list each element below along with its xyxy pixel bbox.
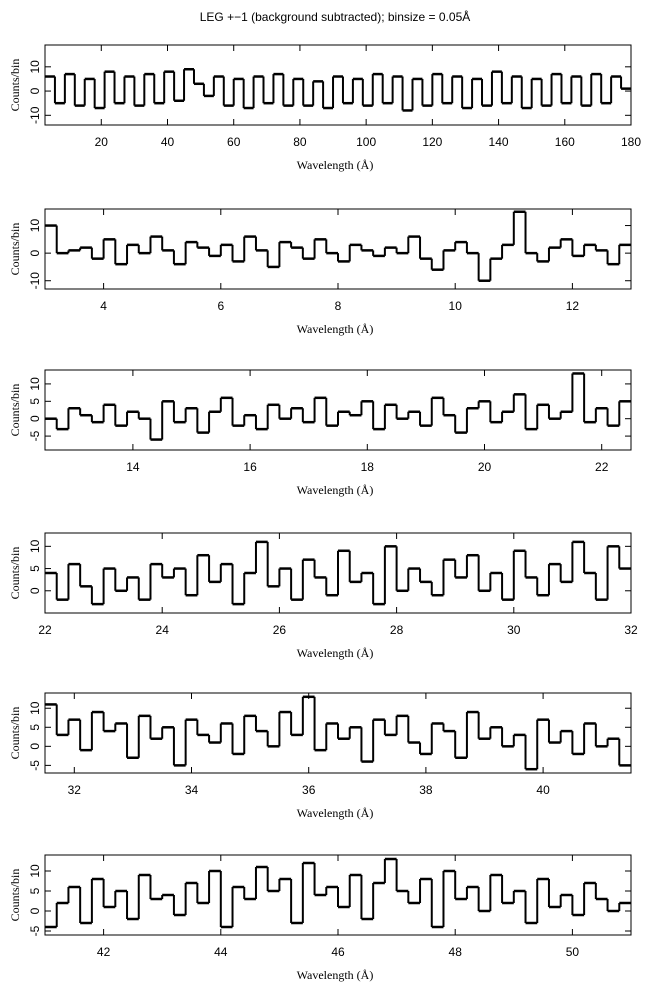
x-axis-label: Wavelength (Å): [297, 968, 374, 982]
x-tick-label: 22: [595, 460, 609, 474]
x-tick-label: 46: [331, 945, 345, 959]
x-tick-label: 180: [621, 135, 641, 149]
plot-frame: [44, 208, 632, 290]
x-tick-label: 140: [489, 135, 509, 149]
y-axis-label: Counts/bin: [8, 547, 22, 600]
plot-frame: [44, 44, 632, 126]
x-tick-label: 10: [449, 299, 463, 313]
x-tick-label: 20: [95, 135, 109, 149]
y-axis-label: Counts/bin: [8, 384, 22, 437]
chart-title: LEG +−1 (background subtracted); binsize…: [200, 9, 471, 24]
x-tick-label: 38: [419, 783, 433, 797]
x-tick-label: 42: [97, 945, 111, 959]
x-axis-label: Wavelength (Å): [297, 322, 374, 336]
y-tick-label: 0: [28, 87, 42, 94]
x-tick-label: 6: [217, 299, 224, 313]
x-tick-label: 44: [214, 945, 228, 959]
y-tick-label: 0: [28, 415, 42, 422]
y-tick-label: 10: [28, 377, 42, 391]
y-tick-label: -10: [28, 272, 42, 290]
y-tick-label: 10: [28, 219, 42, 233]
x-axis-label: Wavelength (Å): [297, 806, 374, 820]
y-tick-label: 5: [28, 887, 42, 894]
y-tick-label: 5: [28, 398, 42, 405]
x-axis-label: Wavelength (Å): [297, 646, 374, 660]
x-tick-label: 36: [302, 783, 316, 797]
x-tick-label: 30: [507, 623, 521, 637]
y-tick-label: 0: [28, 587, 42, 594]
y-tick-label: 10: [28, 539, 42, 553]
x-tick-label: 20: [478, 460, 492, 474]
x-tick-label: 14: [126, 460, 140, 474]
y-tick-label: 0: [28, 907, 42, 914]
x-axis-label: Wavelength (Å): [297, 158, 374, 172]
x-tick-label: 48: [449, 945, 463, 959]
y-axis-label: Counts/bin: [8, 223, 22, 276]
x-tick-label: 100: [356, 135, 376, 149]
x-tick-label: 26: [273, 623, 287, 637]
x-tick-label: 50: [566, 945, 580, 959]
y-tick-label: 5: [28, 565, 42, 572]
x-tick-label: 28: [390, 623, 404, 637]
x-tick-label: 16: [243, 460, 257, 474]
x-tick-label: 40: [536, 783, 550, 797]
x-tick-label: 40: [161, 135, 175, 149]
x-tick-label: 22: [38, 623, 52, 637]
y-tick-label: 10: [28, 864, 42, 878]
y-tick-label: -5: [28, 925, 42, 936]
x-tick-label: 18: [361, 460, 375, 474]
x-tick-label: 60: [227, 135, 241, 149]
x-tick-label: 24: [156, 623, 170, 637]
x-tick-label: 8: [335, 299, 342, 313]
y-tick-label: -5: [28, 430, 42, 441]
plot-frame: [44, 692, 632, 774]
y-tick-label: 0: [28, 743, 42, 750]
x-tick-label: 32: [624, 623, 638, 637]
x-axis-label: Wavelength (Å): [297, 483, 374, 497]
x-tick-label: 4: [100, 299, 107, 313]
y-tick-label: 10: [28, 701, 42, 715]
y-tick-label: 5: [28, 724, 42, 731]
x-tick-label: 160: [555, 135, 575, 149]
y-tick-label: -10: [28, 106, 42, 124]
x-tick-label: 12: [566, 299, 580, 313]
y-axis-label: Counts/bin: [8, 59, 22, 112]
y-tick-label: 10: [28, 60, 42, 74]
x-tick-label: 34: [185, 783, 199, 797]
x-tick-label: 32: [68, 783, 82, 797]
plot-frame: [44, 532, 632, 614]
plot-frame: [44, 369, 632, 451]
y-axis-label: Counts/bin: [8, 707, 22, 760]
x-tick-label: 80: [293, 135, 307, 149]
y-axis-label: Counts/bin: [8, 869, 22, 922]
y-tick-label: -5: [28, 760, 42, 771]
y-tick-label: 0: [28, 249, 42, 256]
x-tick-label: 120: [422, 135, 442, 149]
